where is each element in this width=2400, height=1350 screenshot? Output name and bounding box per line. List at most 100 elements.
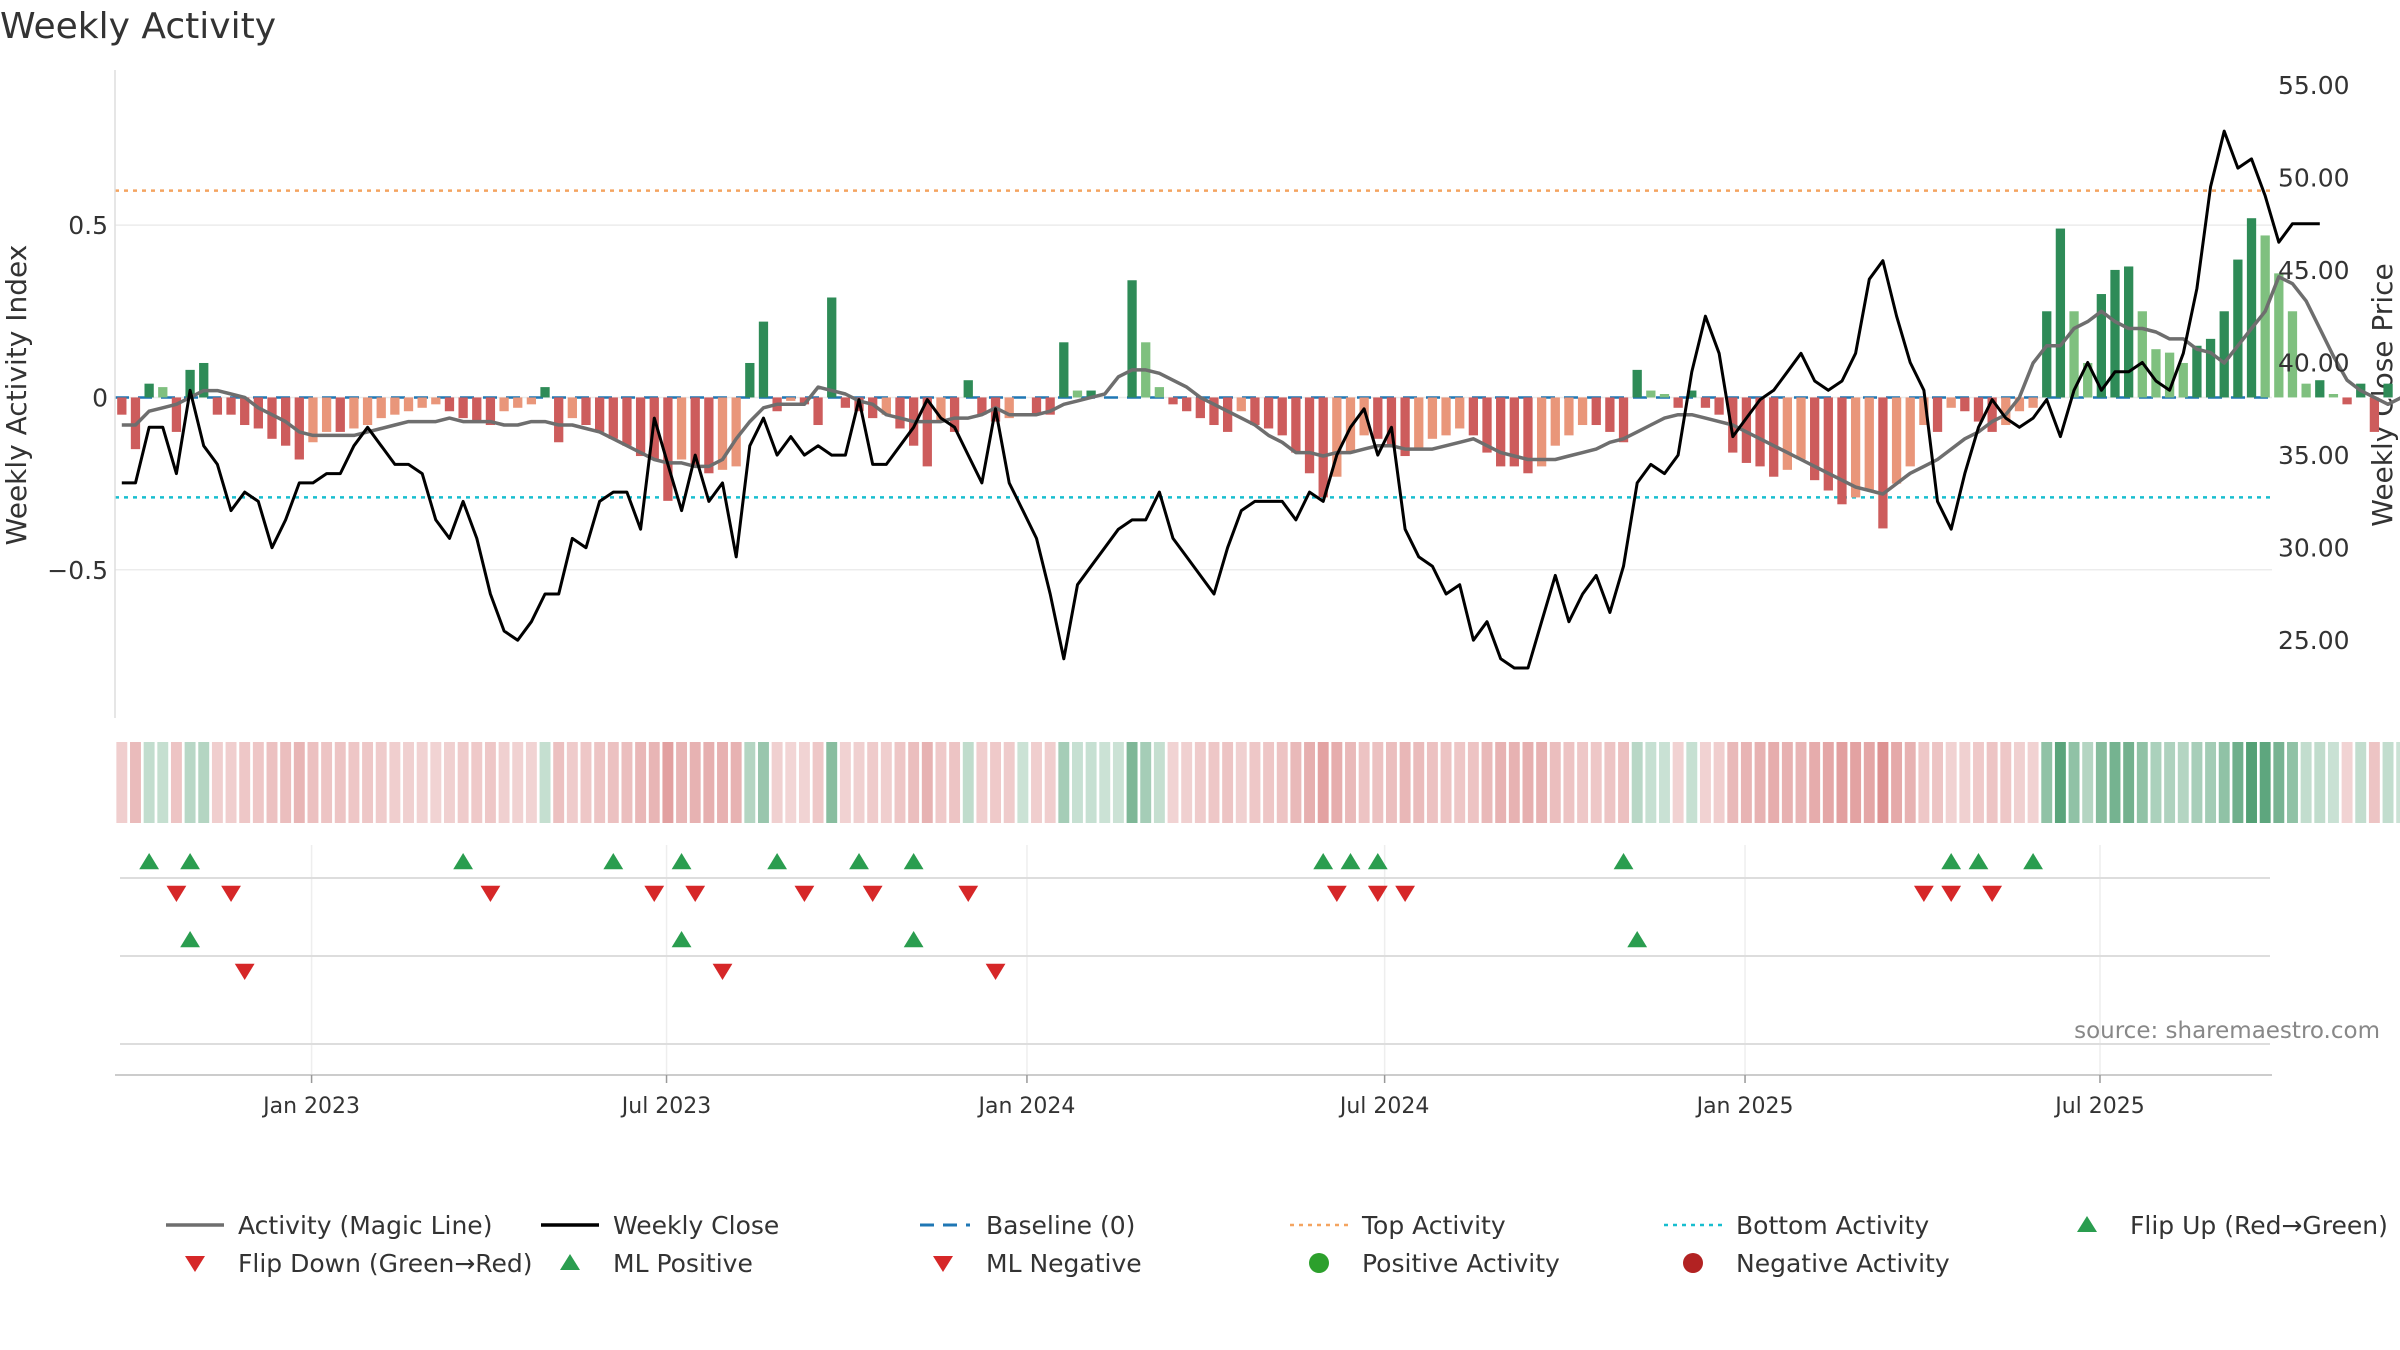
activity-bar	[676, 397, 687, 460]
activity-bar	[1591, 397, 1601, 426]
heat-cell	[1768, 742, 1780, 823]
heat-cell	[1795, 742, 1807, 823]
activity-bar	[1277, 397, 1287, 436]
x-tick-label: Jan 2025	[1695, 1094, 1794, 1119]
heat-cell	[580, 742, 592, 823]
heat-cell	[785, 742, 797, 823]
activity-bar	[499, 397, 509, 412]
heat-cell	[2273, 742, 2285, 823]
heat-cell	[921, 742, 933, 823]
heat-cell	[1672, 742, 1684, 823]
activity-heat-strip	[116, 742, 2400, 823]
flip-up-marker	[1613, 853, 1634, 870]
heat-cell	[1932, 742, 1943, 823]
heat-cell	[2095, 742, 2107, 823]
heat-cell	[1385, 742, 1397, 823]
heat-cell	[1945, 742, 1957, 823]
activity-bar	[690, 397, 700, 467]
heat-cell	[1426, 742, 1438, 823]
legend-label: Positive Activity	[1362, 1249, 1560, 1278]
activity-bar	[2083, 362, 2093, 398]
heat-cell	[1904, 742, 1916, 823]
heat-cell	[1017, 742, 1029, 823]
heat-cell	[2109, 742, 2121, 823]
heat-cell	[798, 742, 810, 823]
heat-cell	[1358, 742, 1370, 823]
heat-cell	[1781, 742, 1793, 823]
heat-cell	[1986, 742, 1998, 823]
activity-bar	[1332, 397, 1342, 477]
heat-cell	[130, 742, 141, 823]
legend-label: Flip Down (Green→Red)	[238, 1249, 533, 1278]
activity-bar	[2110, 269, 2120, 398]
activity-bar	[2096, 294, 2106, 398]
heat-cell	[1536, 742, 1548, 823]
activity-bar	[977, 397, 987, 415]
heat-cell	[157, 742, 169, 823]
heat-cell	[225, 742, 237, 823]
heat-cell	[280, 742, 292, 823]
activity-bar	[1045, 397, 1055, 415]
activity-bar	[595, 397, 605, 432]
flip-up-marker	[1968, 853, 1989, 870]
heat-cell	[1263, 742, 1275, 823]
activity-bar	[758, 321, 769, 398]
activity-bar	[417, 397, 427, 408]
activity-bar	[2260, 235, 2270, 398]
ml-negative-marker	[234, 963, 255, 980]
chart-title: Weekly Activity	[0, 6, 276, 47]
activity-bar	[1536, 397, 1547, 467]
activity-bar	[1700, 397, 1711, 408]
signal-markers	[139, 853, 2043, 980]
heat-cell	[362, 742, 374, 823]
heat-cell	[2396, 742, 2400, 823]
flip-down-marker	[1982, 885, 2003, 902]
heat-cell	[444, 742, 455, 823]
heat-cell	[1331, 742, 1343, 823]
heat-cell	[867, 742, 879, 823]
x-tick-label: Jul 2023	[620, 1094, 712, 1119]
heat-cell	[2205, 742, 2217, 823]
flip-up-marker	[2023, 853, 2043, 870]
y-tick-label-right: 40.00	[2278, 349, 2350, 378]
heat-cell	[1481, 742, 1493, 823]
activity-bar	[185, 369, 195, 398]
heat-cell	[1372, 742, 1384, 823]
heat-cell	[1713, 742, 1725, 823]
activity-bar	[226, 397, 236, 415]
y-axis-label-left: Weekly Activity Index	[0, 245, 33, 546]
flip-down-marker	[166, 885, 187, 902]
activity-bar	[158, 387, 168, 398]
activity-bar	[2042, 311, 2052, 398]
activity-bar	[786, 397, 796, 401]
heat-cell	[2218, 742, 2230, 823]
activity-bar	[308, 397, 318, 443]
activity-bar	[267, 397, 277, 439]
heat-cell	[662, 742, 674, 823]
activity-bar	[212, 397, 223, 415]
heat-cell	[2068, 742, 2080, 823]
heat-cell	[1181, 742, 1193, 823]
heat-cell	[1167, 742, 1179, 823]
heat-cell	[1454, 742, 1466, 823]
activity-bar	[1823, 397, 1833, 491]
activity-bar	[2342, 397, 2352, 405]
y-tick-label-left: 0	[92, 383, 108, 412]
heat-cell	[1822, 742, 1834, 823]
heat-cell	[334, 742, 346, 823]
y-tick-label-right: 55.00	[2278, 71, 2350, 100]
heat-cell	[2123, 742, 2135, 823]
heat-cell	[1031, 742, 1042, 823]
activity-bar	[2014, 397, 2025, 412]
heat-cell	[498, 742, 510, 823]
activity-bar	[895, 397, 905, 429]
heat-cell	[2382, 742, 2394, 823]
y-tick-label-right: 45.00	[2278, 256, 2350, 285]
heat-cell	[1836, 742, 1848, 823]
activity-bar	[663, 397, 673, 501]
activity-bar	[1414, 397, 1424, 450]
heat-cell	[430, 742, 442, 823]
activity-bar	[1400, 397, 1410, 457]
heat-cell	[1222, 742, 1234, 823]
heat-cell	[293, 742, 305, 823]
